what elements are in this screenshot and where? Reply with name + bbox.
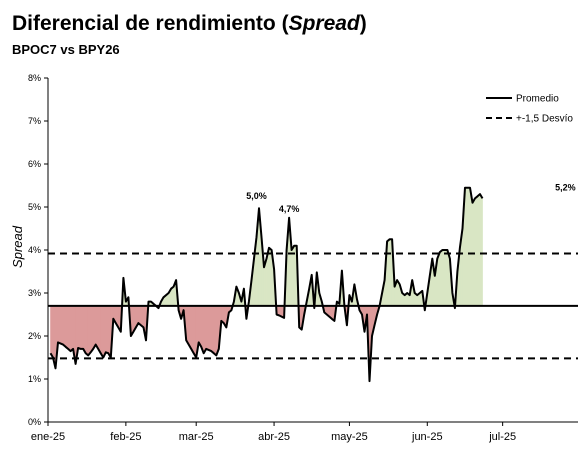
deviation-area (477, 193, 481, 307)
y-tick-label: 6% (28, 159, 41, 169)
y-tick-label: 8% (28, 73, 41, 83)
legend: Promedio +-1,5 Desvío (486, 94, 573, 125)
deviation-area (57, 305, 64, 346)
deviation-fills (50, 187, 483, 382)
deviation-area (62, 305, 66, 348)
deviation-area (97, 305, 102, 355)
deviation-area (105, 305, 109, 354)
y-tick-label: 3% (28, 288, 41, 298)
deviation-area (205, 305, 212, 352)
y-tick-label: 7% (28, 116, 41, 126)
deviation-area (190, 305, 194, 355)
data-labels: 5,0% 4,7% 5,2% (246, 182, 575, 214)
deviation-area (90, 305, 94, 354)
x-tick-label: jul-25 (488, 431, 516, 443)
deviation-area (198, 305, 202, 348)
deviation-area (467, 187, 471, 307)
deviation-area (474, 195, 478, 307)
data-label: 5,2% (555, 182, 576, 192)
deviation-area (210, 305, 215, 354)
y-tick-label: 4% (28, 245, 41, 255)
data-label: 4,7% (279, 204, 300, 214)
deviation-area (268, 247, 272, 307)
deviation-area (95, 305, 99, 351)
deviation-area (87, 305, 92, 357)
deviation-area (464, 187, 468, 307)
deviation-area (92, 305, 97, 351)
y-axis-label: Spread (10, 225, 25, 268)
legend-label-band: +-1,5 Desvío (516, 114, 573, 125)
y-tick-label: 1% (28, 374, 41, 384)
reference-lines (48, 252, 578, 360)
deviation-area (442, 249, 446, 307)
x-tick-label: ene-25 (31, 431, 65, 443)
deviation-area (77, 305, 81, 350)
x-tick-label: abr-25 (258, 431, 290, 443)
x-tick-label: may-25 (331, 431, 368, 443)
deviation-area (67, 305, 71, 352)
spread-series-line (49, 186, 484, 383)
axes: 0% 1% 2% 3% 4% 5% 6% 7% 8% ene-25 feb-25 mar-25 abr-… (28, 73, 578, 443)
chart-subtitle: BPOC7 vs BPY26 (12, 42, 120, 57)
deviation-area (82, 305, 86, 355)
x-tick-label: mar-25 (179, 431, 214, 443)
data-label: 5,0% (246, 191, 267, 201)
title-emphasis: Spread (288, 12, 360, 35)
deviation-area (193, 305, 197, 359)
chart-title: Diferencial de rendimiento (Spread) (12, 12, 367, 35)
deviation-area (65, 305, 69, 350)
x-tick-label: jun-25 (411, 431, 443, 443)
deviation-area (100, 305, 104, 359)
deviation-area (213, 305, 217, 357)
deviation-area (444, 249, 448, 307)
deviation-area (291, 244, 295, 307)
deviation-area (102, 305, 107, 358)
deviation-area (203, 305, 207, 355)
deviation-area (80, 305, 84, 350)
deviation-area (472, 197, 476, 307)
y-tick-label: 5% (28, 202, 41, 212)
y-tick-label: 0% (28, 417, 41, 427)
deviation-area (50, 305, 54, 359)
deviation-area (439, 249, 443, 307)
deviation-area (479, 192, 483, 307)
legend-label-average: Promedio (516, 94, 559, 105)
x-tick-label: feb-25 (110, 431, 141, 443)
y-tick-label: 2% (28, 331, 41, 341)
deviation-area (70, 305, 74, 352)
deviation-area (85, 305, 89, 357)
deviation-area (469, 187, 473, 307)
